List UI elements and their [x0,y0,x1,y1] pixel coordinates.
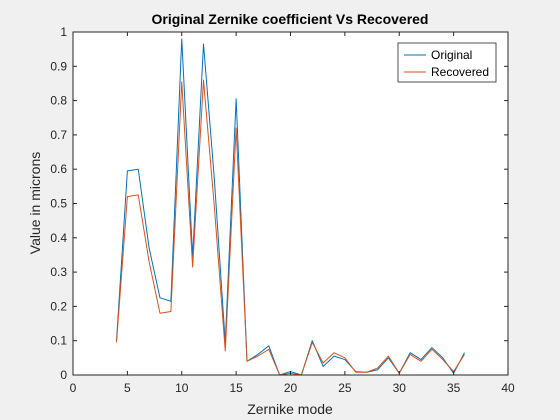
plot-area [73,32,508,375]
x-tick-label: 15 [229,381,243,395]
y-tick-label: 0 [60,368,67,382]
y-tick-label: 0.6 [50,162,67,176]
x-tick-label: 20 [284,381,298,395]
y-axis-label: Value in microns [27,152,43,254]
legend-label-original: Original [431,48,472,62]
x-tick-label: 25 [338,381,352,395]
y-tick-label: 0.4 [50,231,67,245]
chart-title: Original Zernike coefficient Vs Recovere… [152,11,429,27]
y-tick-label: 0.2 [50,299,67,313]
x-tick-label: 30 [393,381,407,395]
y-axis-ticks: 0 0.1 0.2 0.3 0.4 0.5 0.6 0.7 0.8 0.9 1 [50,25,508,382]
y-tick-label: 1 [60,25,67,39]
x-tick-label: 0 [70,381,77,395]
x-tick-label: 40 [501,381,515,395]
legend: Original Recovered [397,42,497,83]
x-axis-label: Zernike mode [247,401,333,417]
x-tick-label: 5 [124,381,131,395]
y-tick-label: 0.3 [50,265,67,279]
legend-label-recovered: Recovered [431,65,489,79]
y-tick-label: 0.1 [50,334,67,348]
y-tick-label: 0.5 [50,197,67,211]
x-tick-label: 35 [447,381,461,395]
x-tick-label: 10 [175,381,189,395]
legend-box [397,42,497,83]
y-tick-label: 0.9 [50,59,67,73]
y-tick-label: 0.8 [50,94,67,108]
x-axis-ticks: 0 5 10 15 20 25 30 35 40 [70,32,515,395]
y-tick-label: 0.7 [50,128,67,142]
